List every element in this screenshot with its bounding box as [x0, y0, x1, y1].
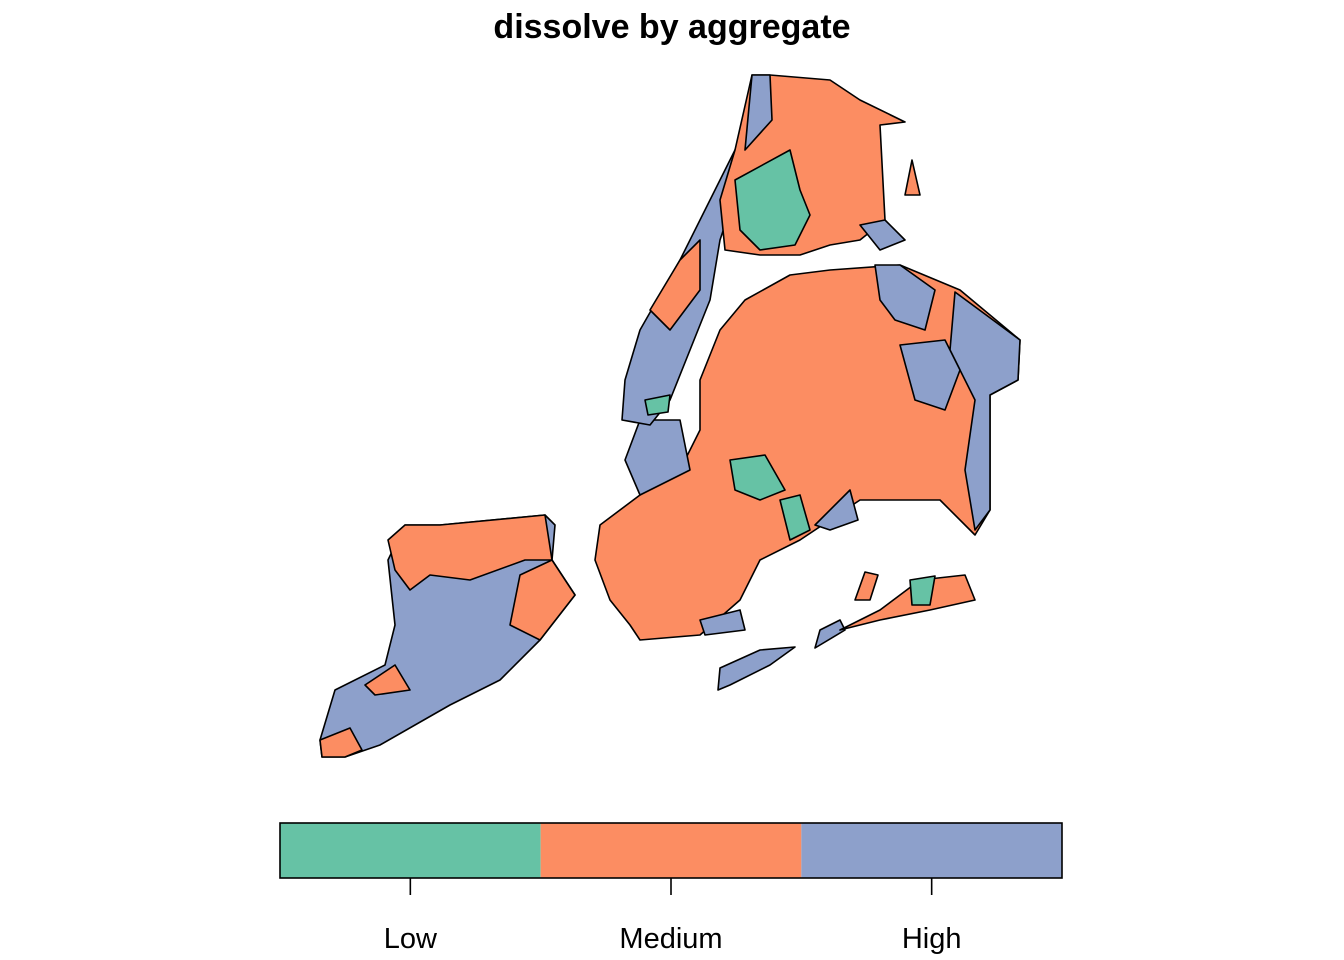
region — [854, 571, 879, 601]
region — [874, 264, 936, 331]
legend-label: Medium — [619, 923, 722, 955]
region — [649, 239, 701, 331]
map — [319, 74, 1021, 758]
region — [814, 489, 859, 531]
legend-label: Low — [384, 923, 438, 955]
region — [319, 727, 363, 758]
region — [729, 454, 786, 501]
legend-swatch — [801, 823, 1062, 878]
region — [904, 159, 921, 196]
region — [779, 494, 811, 541]
region — [624, 419, 691, 496]
region — [644, 394, 671, 416]
region — [909, 575, 936, 606]
legend-frame — [279, 822, 1063, 879]
region — [744, 74, 773, 151]
legend-label: High — [902, 923, 962, 955]
region — [699, 609, 746, 636]
region — [839, 574, 976, 631]
region — [319, 514, 576, 758]
region — [364, 664, 411, 696]
legend-swatch — [540, 823, 802, 878]
legend: Low Medium High — [279, 822, 1063, 955]
region — [814, 619, 846, 649]
legend-swatch — [280, 823, 541, 878]
region — [509, 559, 576, 641]
region — [899, 339, 961, 411]
region — [717, 646, 796, 691]
region — [949, 291, 1021, 531]
region — [734, 149, 811, 251]
map-title: dissolve by aggregate — [493, 8, 850, 46]
region — [387, 514, 553, 591]
region — [859, 219, 906, 251]
